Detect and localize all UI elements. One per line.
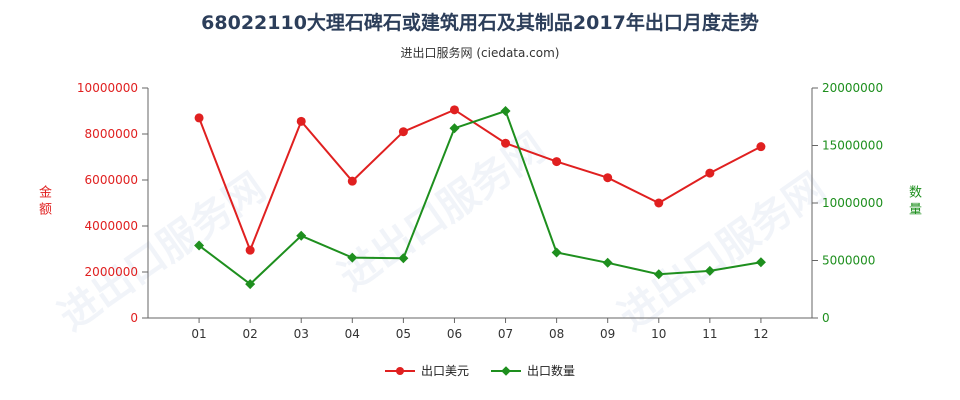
data-point-value <box>603 173 613 183</box>
y-right-tick-label: 15000000 <box>822 139 883 153</box>
data-point-quantity <box>602 257 613 268</box>
x-tick-label: 10 <box>651 327 666 341</box>
x-tick-label: 02 <box>243 327 258 341</box>
y-right-tick-label: 5000000 <box>822 254 875 268</box>
x-tick-label: 01 <box>191 327 206 341</box>
data-point-quantity <box>245 279 256 290</box>
x-tick-label: 05 <box>396 327 411 341</box>
data-point-value <box>552 157 562 167</box>
legend-item-quantity[interactable]: 出口数量 <box>491 362 575 379</box>
y-left-tick-label: 10000000 <box>77 81 138 95</box>
legend-item-value[interactable]: 出口美元 <box>384 362 469 379</box>
data-point-value <box>194 113 204 123</box>
data-point-quantity <box>398 253 409 264</box>
y-right-tick-label: 10000000 <box>822 196 883 210</box>
legend: 出口美元 出口数量 <box>0 362 960 379</box>
y-left-axis-title: 金额 <box>36 185 51 219</box>
data-point-value <box>654 198 664 208</box>
data-point-value <box>398 127 408 137</box>
series-line-value <box>198 108 762 253</box>
x-tick-label: 07 <box>498 327 513 341</box>
x-tick-label: 09 <box>600 327 615 341</box>
legend-swatch-value <box>384 365 415 377</box>
data-point-quantity <box>347 252 358 263</box>
y-left-tick-label: 0 <box>130 311 138 325</box>
legend-swatch-quantity <box>491 365 521 377</box>
y-left-tick-label: 6000000 <box>85 173 138 187</box>
data-point-quantity <box>704 265 715 276</box>
chart-title: 68022110大理石碑石或建筑用石及其制品2017年出口月度走势 <box>201 12 759 34</box>
legend-label-quantity: 出口数量 <box>527 364 576 378</box>
x-tick-label: 03 <box>294 327 309 341</box>
x-tick-label: 11 <box>702 327 717 341</box>
legend-label-value: 出口美元 <box>420 364 469 378</box>
data-point-value <box>501 138 511 148</box>
data-point-quantity <box>755 257 766 268</box>
y-left-tick-label: 2000000 <box>85 265 138 279</box>
y-right-tick-label: 20000000 <box>822 81 883 95</box>
data-point-quantity <box>653 269 664 280</box>
data-point-value <box>449 105 459 115</box>
y-right-tick-label: 0 <box>822 311 830 325</box>
series-line-quantity <box>198 109 762 286</box>
data-point-quantity <box>500 106 511 116</box>
y-left-tick-label: 4000000 <box>85 219 138 233</box>
x-tick-label: 04 <box>345 327 360 341</box>
y-left-tick-label: 8000000 <box>85 127 138 141</box>
data-point-value <box>245 245 255 255</box>
x-tick-label: 06 <box>447 327 462 341</box>
data-point-quantity <box>194 240 205 251</box>
x-tick-label: 12 <box>753 327 768 341</box>
data-point-value <box>296 116 306 126</box>
data-point-quantity <box>449 123 460 134</box>
data-point-value <box>756 142 766 152</box>
data-point-value <box>347 176 357 186</box>
data-point-value <box>705 168 715 178</box>
data-point-quantity <box>296 230 307 241</box>
chart-subtitle: 进出口服务网 (ciedata.com) <box>400 46 560 60</box>
x-tick-label: 08 <box>549 327 564 341</box>
y-right-axis-title: 数量 <box>906 185 921 219</box>
data-point-quantity <box>551 247 562 258</box>
